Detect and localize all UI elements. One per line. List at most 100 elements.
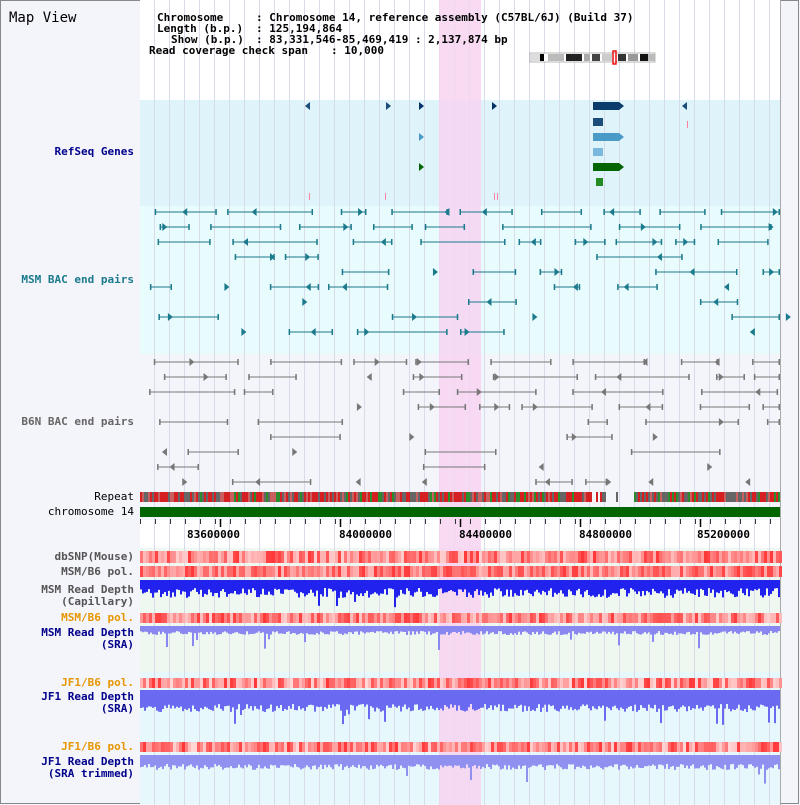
gene-arrow (302, 298, 308, 306)
track-label-msm-b6-pol-2[interactable]: MSM/B6 pol. (61, 611, 134, 624)
b6n-bac-end (417, 404, 420, 410)
track-label-jf1-b6-pol-1[interactable]: JF1/B6 pol. (61, 676, 134, 689)
repeat-block (246, 492, 248, 502)
msm-b6-pol-heat (542, 613, 545, 623)
jf1-depth-trimmed-bar (336, 755, 338, 765)
repeat-block (422, 492, 424, 502)
msm-depth-sra-bar (204, 626, 206, 635)
jf1-b6-pol-heat (269, 678, 272, 688)
msm-depth-capillary-bar (750, 580, 752, 591)
msm-b6-pol-heat (344, 613, 347, 623)
track-label-repeat[interactable]: Repeat (94, 490, 134, 503)
track-label-msm-depth-capillary[interactable]: MSM Read Depth (41, 583, 134, 596)
jf1-depth-trimmed-bar (748, 755, 750, 765)
msm-depth-capillary-bar (418, 580, 420, 589)
jf1-depth-sra-bar (288, 690, 290, 707)
dbsnp-heat (221, 551, 224, 563)
jf1-b6-pol-heat (587, 678, 590, 688)
track-label-msm-depth-sra[interactable]: MSM Read Depth (41, 626, 134, 639)
repeat-block (550, 492, 552, 502)
msm-bac-end (678, 224, 681, 230)
jf1-depth-sra-bar (682, 690, 684, 706)
jf1-depth-sra-bar (412, 690, 414, 711)
track-label-dbsnp[interactable]: dbSNP(Mouse) (54, 550, 134, 563)
jf1-b6-pol-heat (269, 742, 272, 752)
track-label-refseq[interactable]: RefSeq Genes (54, 145, 134, 158)
repeat-block (370, 492, 372, 502)
msm-bac-end (460, 329, 462, 335)
jf1-depth-sra-bar (656, 690, 658, 712)
dbsnp-heat (506, 551, 509, 563)
msm-depth-sra-bar (424, 626, 426, 632)
msm-depth-capillary-bar (322, 580, 324, 597)
repeat-block (202, 492, 204, 502)
jf1-depth-trimmed-bar (398, 755, 400, 769)
dbsnp-heat (752, 551, 755, 563)
jf1-depth-trimmed-bar (192, 755, 194, 767)
jf1-depth-sra-bar (462, 690, 464, 711)
msm-b6-pol-heat (719, 566, 722, 577)
jf1-depth-sra-bar (690, 690, 692, 710)
dbsnp-heat (251, 551, 254, 563)
repeat-block (766, 492, 768, 502)
jf1-b6-pol-heat (650, 742, 653, 752)
msm-depth-capillary-bar (708, 580, 710, 589)
msm-depth-capillary-bar (642, 580, 644, 591)
msm-depth-sra-bar (664, 626, 666, 633)
track-label-msm-bac[interactable]: MSM BAC end pairs (21, 273, 134, 286)
ideogram-band (566, 54, 582, 61)
track-label-jf1-depth-sra[interactable]: JF1 Read Depth (41, 690, 134, 703)
msm-b6-pol-heat (617, 613, 620, 623)
jf1-depth-sra-bar (348, 690, 350, 715)
msm-depth-sra-bar (362, 626, 364, 633)
repeat-block (528, 492, 530, 502)
msm-depth-capillary-bar (296, 580, 298, 594)
msm-depth-capillary-bar (254, 580, 256, 591)
track-label-jf1-depth-trimmed[interactable]: JF1 Read Depth (41, 755, 134, 768)
track-label-jf1-b6-pol-2[interactable]: JF1/B6 pol. (61, 740, 134, 753)
jf1-b6-pol-heat (734, 742, 737, 752)
jf1-depth-sra-bar (724, 690, 726, 709)
msm-depth-sra-bar (442, 626, 444, 635)
msm-depth-sra-bar (450, 626, 452, 634)
msm-depth-capillary-bar (612, 580, 614, 594)
msm-depth-sra-bar (300, 626, 302, 633)
msm-depth-capillary-bar (684, 580, 686, 589)
repeat-block (194, 492, 196, 502)
repeat-block (718, 492, 720, 502)
dbsnp-heat (773, 551, 776, 563)
msm-depth-sra-bar (260, 626, 262, 633)
jf1-depth-trimmed-bar (472, 755, 474, 767)
track-label-chromosome[interactable]: chromosome 14 (47, 505, 134, 518)
jf1-depth-sra-bar (156, 690, 158, 711)
repeat-block (282, 492, 284, 502)
msm-depth-capillary-bar (188, 580, 190, 597)
repeat-block (536, 492, 538, 502)
msm-b6-pol-heat (164, 613, 167, 623)
msm-bac-end (387, 269, 390, 275)
gene-arrow (310, 328, 316, 336)
track-label-b6n-bac[interactable]: B6N BAC end pairs (21, 415, 134, 428)
repeat-block (576, 492, 578, 502)
msm-depth-sra-bar (210, 626, 212, 632)
msm-depth-sra-bar (708, 626, 710, 635)
msm-b6-pol-heat (530, 566, 533, 577)
msm-b6-pol-heat (308, 566, 311, 577)
repeat-block (226, 492, 228, 502)
snp-tick (309, 193, 310, 200)
track-label-msm-b6-pol-1[interactable]: MSM/B6 pol. (61, 565, 134, 578)
msm-bac-end (472, 269, 475, 275)
msm-depth-capillary-bar (338, 580, 340, 598)
msm-b6-pol-heat (299, 566, 302, 577)
jf1-b6-pol-heat (485, 678, 488, 688)
msm-b6-pol-heat (245, 613, 248, 623)
jf1-b6-pol-heat (326, 742, 329, 752)
repeat-block (716, 492, 718, 502)
msm-b6-pol-heat (725, 613, 728, 623)
msm-depth-capillary-bar (632, 580, 634, 590)
jf1-b6-pol-heat (761, 742, 764, 752)
msm-depth-sra-bar (192, 626, 194, 647)
jf1-b6-pol-heat (173, 742, 176, 752)
jf1-b6-pol-heat (404, 678, 407, 688)
